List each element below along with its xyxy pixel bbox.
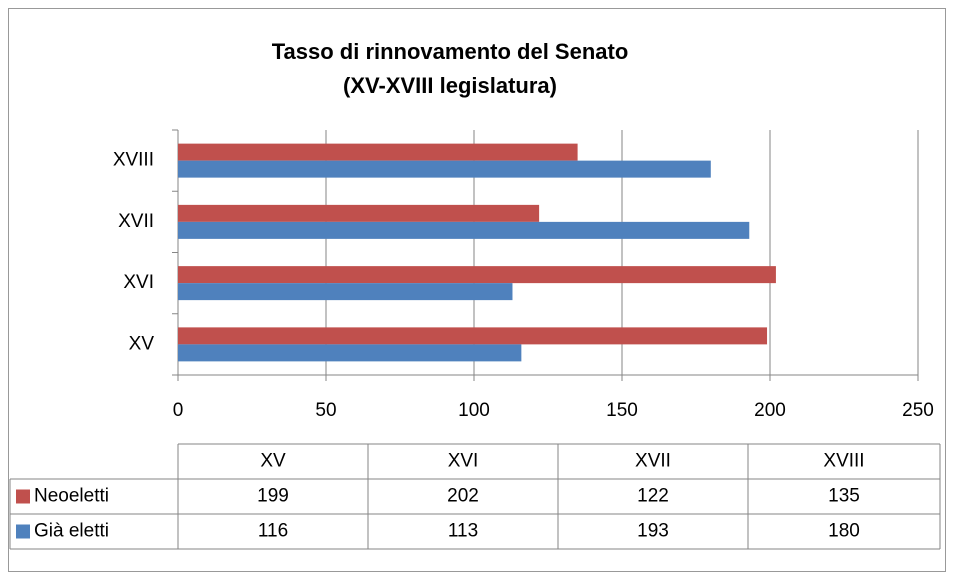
x-tick-label: 100 — [458, 400, 490, 421]
table-header: XV — [260, 451, 286, 472]
table-cell: 135 — [828, 486, 860, 507]
x-tick-label: 0 — [173, 400, 184, 421]
table-header: XVII — [635, 451, 671, 472]
table-header: XVIII — [823, 451, 864, 472]
bar — [178, 283, 513, 301]
bar — [178, 160, 711, 178]
y-tick-label: XVI — [123, 272, 154, 293]
y-tick-label: XV — [129, 333, 155, 354]
table-cell: 113 — [448, 521, 478, 542]
table-cell: 180 — [828, 521, 860, 542]
y-tick-label: XVII — [118, 211, 154, 232]
chart-title: Tasso di rinnovamento del Senato — [272, 39, 629, 64]
chart-subtitle: (XV-XVIII legislatura) — [343, 73, 557, 98]
bar — [178, 204, 540, 222]
table-cell: 122 — [637, 486, 669, 507]
x-tick-label: 150 — [606, 400, 638, 421]
table-cell: 116 — [258, 521, 288, 542]
legend-label: Neoeletti — [34, 486, 109, 507]
x-tick-label: 50 — [315, 400, 336, 421]
legend-label: Già eletti — [34, 521, 109, 542]
table-cell: 193 — [637, 521, 669, 542]
bar — [178, 143, 578, 161]
bar — [178, 327, 768, 345]
bar — [178, 266, 776, 284]
legend-key — [16, 524, 30, 539]
y-tick-label: XVIII — [113, 150, 154, 171]
bar — [178, 221, 750, 239]
table-cell: 202 — [447, 486, 479, 507]
table-cell: 199 — [257, 486, 289, 507]
x-tick-label: 200 — [754, 400, 786, 421]
table-header: XVI — [448, 451, 479, 472]
x-tick-label: 250 — [902, 400, 934, 421]
bar — [178, 344, 522, 362]
legend-key — [16, 489, 30, 504]
